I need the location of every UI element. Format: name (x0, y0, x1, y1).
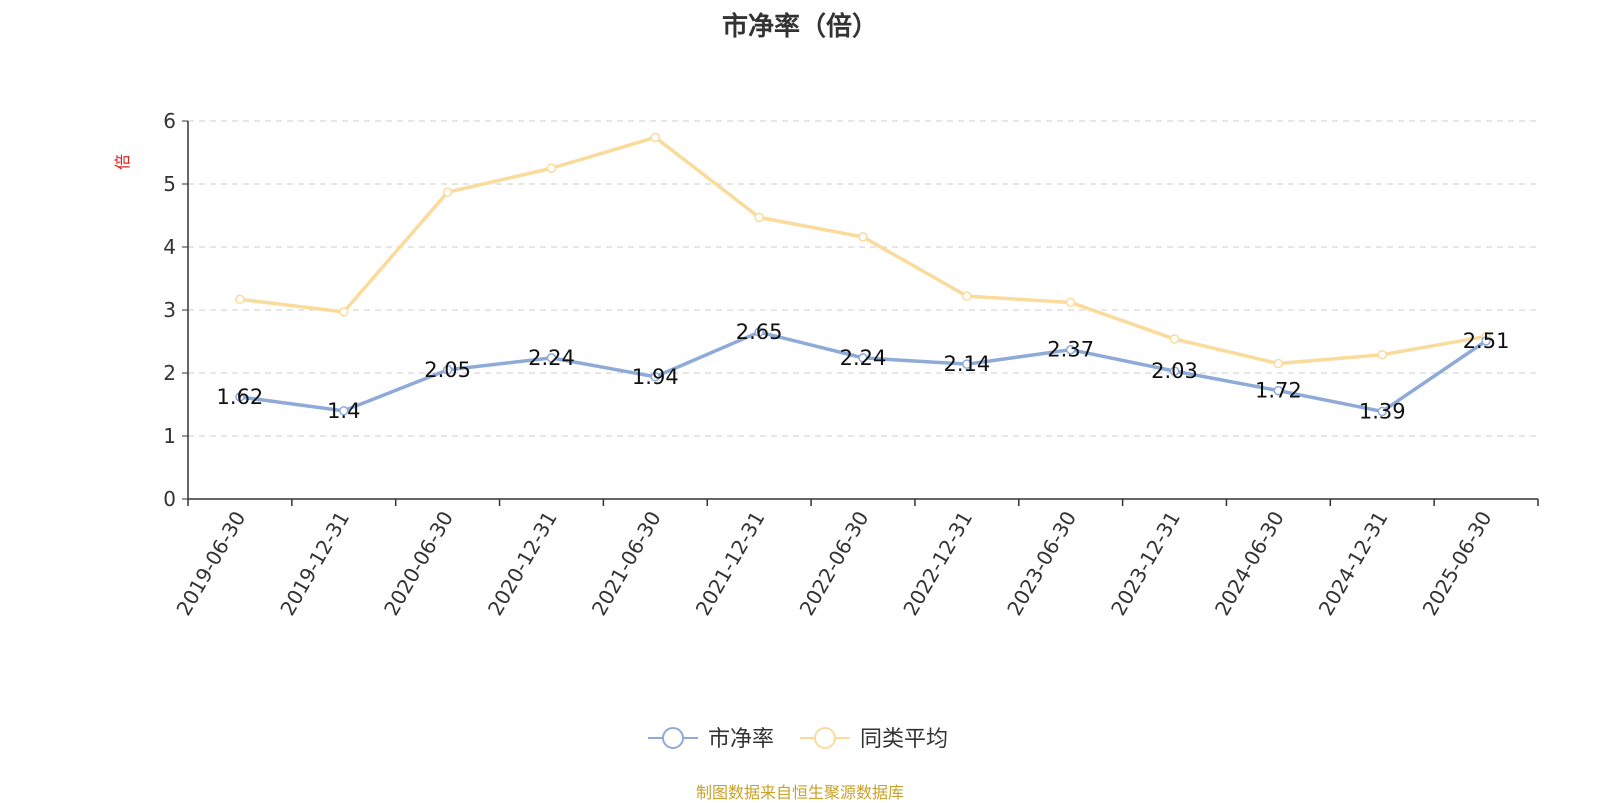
legend-label: 市净率 (708, 727, 774, 752)
data-label: 1.4 (327, 399, 360, 423)
legend-marker-icon (814, 727, 836, 749)
data-point (1065, 344, 1076, 355)
x-tick-label: 2021-12-31 (691, 507, 770, 620)
y-tick-label: 5 (163, 172, 176, 196)
x-tick-label: 2021-06-30 (587, 507, 666, 620)
y-tick-label: 2 (163, 361, 176, 385)
data-labels: 1.62 1.4 2.05 2.24 1.94 2.65 2.24 2.14 2.37 2.03 1… (217, 320, 1510, 423)
data-label: 2.03 (1151, 359, 1198, 383)
data-label: 2.65 (736, 320, 783, 344)
data-label: 1.62 (217, 385, 264, 409)
x-tick-label: 2022-12-31 (898, 507, 977, 620)
y-tick-label: 3 (163, 298, 176, 322)
data-point (754, 327, 764, 337)
data-label: 2.14 (943, 352, 990, 376)
y-tick-label: 4 (163, 235, 176, 259)
data-point (962, 359, 972, 369)
data-label: 1.94 (632, 365, 679, 389)
data-point (650, 372, 661, 382)
data-point (754, 212, 764, 223)
x-tick-label: 2020-12-31 (483, 507, 562, 620)
data-point (650, 132, 661, 143)
data-label: 2.24 (840, 346, 887, 370)
data-point (858, 353, 868, 363)
series-layer: 1.62 1.4 2.05 2.24 1.94 2.65 2.24 2.14 2.37 2.03 1… (217, 132, 1510, 423)
series-line (239, 135, 1487, 366)
x-tick-label: 2019-06-30 (171, 507, 250, 620)
x-tick-label: 2023-12-31 (1106, 507, 1185, 620)
data-point (1169, 334, 1180, 344)
data-point (1273, 385, 1284, 396)
data-source-note: 制图数据来自恒生聚源数据库 (695, 783, 904, 802)
data-point (1481, 336, 1491, 346)
legend-label: 同类平均 (860, 727, 948, 752)
x-tick-label: 2024-12-31 (1314, 507, 1393, 620)
data-point (546, 163, 557, 173)
data-point (1377, 349, 1387, 360)
legend-marker-icon (662, 727, 684, 749)
y-tick-label: 0 (163, 487, 176, 511)
x-tick-label: 2024-06-30 (1210, 507, 1289, 620)
y-tick-label: 1 (163, 424, 176, 448)
chart-title: 市净率（倍） (721, 12, 878, 42)
data-point (1169, 366, 1180, 376)
data-label: 2.51 (1463, 329, 1510, 353)
data-point (962, 291, 972, 301)
legend[interactable]: 市净率 同类平均 (648, 727, 948, 752)
data-point (858, 232, 868, 242)
data-point (1377, 406, 1387, 417)
series-average (235, 132, 1491, 369)
data-point (235, 294, 245, 305)
x-tick-label: 2020-06-30 (379, 507, 458, 620)
data-label: 2.05 (424, 358, 471, 382)
data-point (339, 406, 349, 416)
y-axis-label: 倍 (113, 154, 132, 170)
data-label: 1.39 (1359, 399, 1406, 423)
data-point (442, 187, 453, 197)
data-label: 2.24 (528, 346, 575, 370)
data-point (235, 392, 245, 402)
legend-item-average[interactable]: 同类平均 (800, 727, 948, 752)
y-tick-label: 6 (163, 109, 176, 133)
x-tick-label: 2019-12-31 (275, 507, 354, 620)
data-label: 1.72 (1255, 379, 1302, 403)
data-label: 2.37 (1047, 338, 1094, 362)
x-tick-label: 2023-06-30 (1002, 507, 1081, 620)
x-tick-label: 2022-06-30 (794, 507, 873, 620)
data-point (1273, 358, 1284, 369)
series-main (235, 327, 1491, 417)
data-point (1065, 297, 1076, 308)
data-point (339, 307, 349, 317)
data-point (546, 353, 557, 363)
grid-lines (188, 120, 1538, 437)
data-point (442, 365, 453, 375)
x-tick-label: 2025-06-30 (1418, 507, 1497, 620)
legend-item-main[interactable]: 市净率 (648, 727, 774, 752)
